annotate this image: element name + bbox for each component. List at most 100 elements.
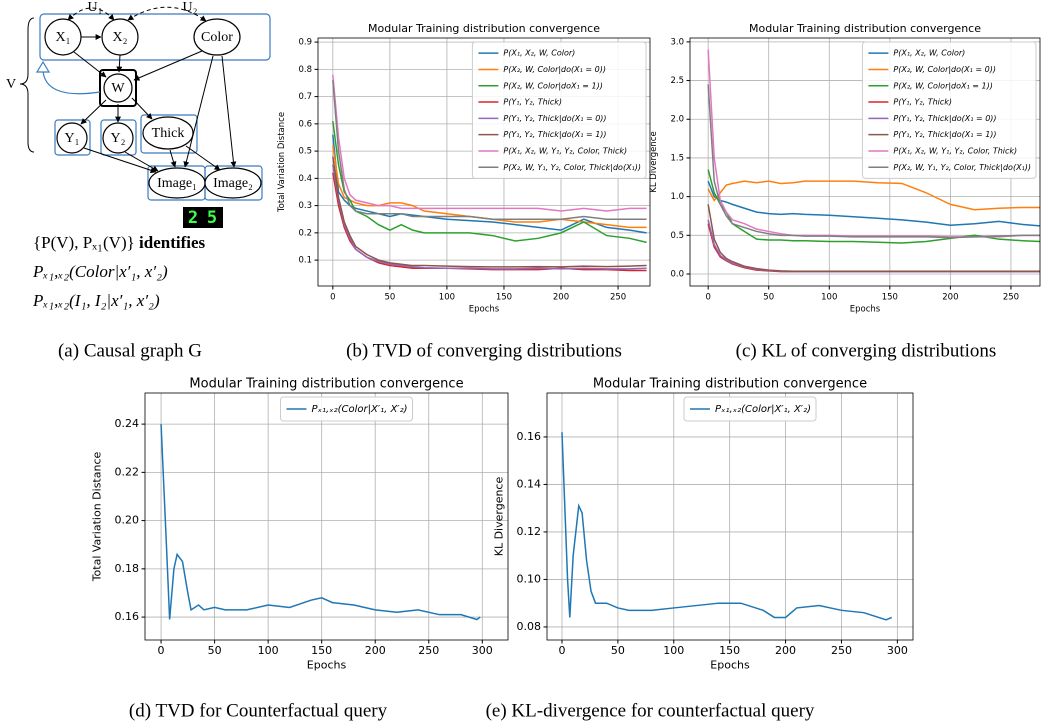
y-tick-label: 0.5 <box>298 147 312 157</box>
x-tick-label: 200 <box>942 293 958 303</box>
node <box>142 116 194 150</box>
edge <box>116 54 123 73</box>
legend-label: P(X₁, X₂, W, Y₁, Y₂, Color, Thick) <box>503 146 627 155</box>
node <box>56 122 88 154</box>
y-tick-label: 0.9 <box>298 38 312 48</box>
y-tick-label: 0.16 <box>115 610 140 623</box>
legend: P(X₁, X₂, W, Color) P(X₂, W, Color|do(X₁ … <box>471 41 647 179</box>
x-tick-label: 150 <box>496 293 512 303</box>
node <box>44 18 82 56</box>
x-tick-label: 100 <box>821 293 837 303</box>
digit: 5 <box>207 208 217 228</box>
x-tick-label: 250 <box>831 644 852 657</box>
chart: Modular Training distribution convergenc… <box>649 22 1041 361</box>
y-tick-label: 0.3 <box>298 201 312 211</box>
line-series <box>707 219 1040 273</box>
chart-title: Modular Training distribution convergenc… <box>189 377 463 392</box>
thick-box <box>140 114 198 154</box>
edge <box>183 55 214 168</box>
x-axis-label: Epochs <box>710 659 750 672</box>
y-tick-label: 0.0 <box>670 270 684 280</box>
x-tick-label: 0 <box>330 293 335 303</box>
legend-label: P(Y₁, Y₂, Thick|do(X₁ = 1)) <box>503 130 606 139</box>
line-series <box>707 223 1040 273</box>
legend-label: P(X₂, W, Color|do(X₁ = 0)) <box>503 65 606 74</box>
y-tick-label: 0.18 <box>115 562 140 575</box>
legend-label: P(Y₁, Y₂, Thick|do(X₁ = 1)) <box>893 130 996 139</box>
axes-frame <box>317 37 651 287</box>
edge <box>185 145 221 171</box>
node-label: Y₂ <box>111 131 126 146</box>
legend-box <box>683 396 817 422</box>
y-axis-label: Total Variation Distance <box>91 451 104 582</box>
x-tick-label: 300 <box>472 644 493 657</box>
edge <box>80 99 107 125</box>
latent-label: U₂ <box>183 0 198 15</box>
legend-box <box>471 41 647 179</box>
line-series <box>332 121 647 244</box>
edge <box>169 149 177 168</box>
caption: (d) TVD for Counterfactual query <box>129 700 388 721</box>
legend-label: P(X₂, W, Y₁, Y₂, Color, Thick|do(X₁)) <box>893 163 1031 172</box>
chart: Modular Training distribution convergenc… <box>91 377 509 721</box>
node-label: X₂ <box>113 30 128 45</box>
x-tick-label: 150 <box>311 644 332 657</box>
y-tick-label: 0.7 <box>298 92 312 102</box>
legend-label: P(X₂, W, Color|do(X₁ = 0)) <box>893 65 996 74</box>
node-label: Image₂ <box>213 176 253 191</box>
line-series <box>561 432 893 621</box>
x-tick-label: 200 <box>775 644 796 657</box>
x-tick-label: 0 <box>558 644 565 657</box>
x-tick-label: 0 <box>158 644 165 657</box>
digit-image <box>183 207 223 228</box>
legend: P(X₁, X₂, W, Color) P(X₂, W, Color|do(X₁ … <box>861 41 1037 179</box>
causal-graph: X₁ X₂ Color W Y₁ Y₂ Thick Image₁ Image₂ … <box>6 0 271 361</box>
legend-label: P(X₂, W, Color|doX₁ = 1)) <box>503 81 602 90</box>
line-series <box>707 180 1040 227</box>
legend-label: P(Y₁, Y₂, Thick|do(X₁ = 0)) <box>503 114 606 123</box>
line-series <box>707 84 1040 239</box>
node <box>101 18 139 56</box>
y1-box <box>54 119 91 156</box>
legend: Pₓ₁,ₓ₂(Color|X′₁, X′₂) <box>279 396 414 422</box>
query: Pₓ₁,ₓ₂(Color|x′₁, x′₂) <box>32 262 168 281</box>
x-tick-label: 200 <box>365 644 386 657</box>
axes-frame <box>546 392 914 641</box>
node-label: Color <box>201 30 233 45</box>
line-series <box>332 74 647 212</box>
legend-label: P(X₂, W, Color|doX₁ = 1)) <box>893 81 992 90</box>
y-tick-label: 1.0 <box>670 192 684 202</box>
x-axis-label: Epochs <box>850 305 881 315</box>
y-tick-label: 0.16 <box>517 430 542 443</box>
x-tick-label: 50 <box>208 644 222 657</box>
legend-box <box>279 396 414 422</box>
group-box <box>39 13 271 61</box>
x-tick-label: 50 <box>611 644 625 657</box>
chart: Modular Training distribution convergenc… <box>277 22 651 361</box>
line-series <box>160 424 481 621</box>
chart-title: Modular Training distribution convergenc… <box>749 22 981 35</box>
legend-label: P(X₁, X₂, W, Color) <box>503 49 575 58</box>
verb: identifies <box>139 233 205 252</box>
modular-arc <box>42 69 101 95</box>
legend-label: P(Y₁, Y₂, Thick) <box>893 98 952 107</box>
latent-label: U₁ <box>88 0 103 15</box>
x-tick-label: 50 <box>384 293 395 303</box>
node <box>102 122 134 154</box>
edge <box>131 97 153 120</box>
axes-frame <box>689 37 1041 287</box>
y-tick-label: 0.4 <box>298 174 312 184</box>
y-tick-label: 0.2 <box>298 228 312 238</box>
edge <box>221 55 237 168</box>
y-tick-label: 0.22 <box>115 465 140 478</box>
node-label: Image₁ <box>157 176 197 191</box>
legend-label: P(X₁, X₂, W, Color) <box>893 49 965 58</box>
legend-label: Pₓ₁,ₓ₂(Color|X′₁, X′₂) <box>311 404 407 415</box>
edge <box>133 50 203 81</box>
y-tick-label: 0.6 <box>298 119 312 129</box>
y-tick-label: 3.0 <box>670 37 684 47</box>
y-axis-label: KL Divergence <box>493 477 506 557</box>
group-label: V <box>6 77 16 92</box>
chart: Modular Training distribution convergenc… <box>486 377 914 721</box>
